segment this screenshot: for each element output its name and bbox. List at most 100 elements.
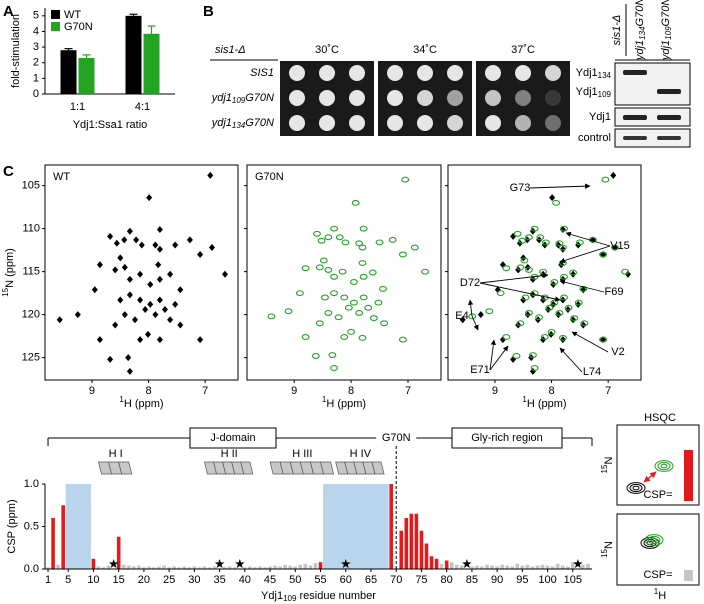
peak — [133, 236, 140, 244]
peak — [172, 241, 179, 249]
strain-label: sis1-Δ — [215, 44, 246, 56]
csp-bar — [172, 566, 176, 569]
csp-bar — [182, 566, 187, 569]
peak — [410, 244, 419, 251]
temperature-label: 34˚C — [413, 44, 437, 56]
csp-bar — [581, 564, 585, 569]
csp-bar — [298, 564, 303, 569]
helix-label: H IV — [350, 448, 372, 460]
peak — [313, 230, 321, 237]
peak — [368, 269, 377, 276]
inset-y-label-part: 15 — [600, 548, 609, 557]
peak — [379, 285, 387, 292]
peak — [340, 334, 349, 340]
band-label: Ydj1134 — [576, 67, 612, 80]
peak-annotation: V2 — [611, 346, 624, 358]
peak — [570, 316, 577, 324]
y-tick-label: 0 — [33, 88, 39, 100]
x-axis-label: Ydj1109 residue number — [261, 590, 376, 603]
peak — [545, 304, 554, 311]
y-axis-label: fold-stimulation — [10, 14, 22, 88]
legend-swatch — [51, 10, 60, 19]
yeast-spot — [349, 65, 365, 81]
peak — [142, 305, 149, 313]
csp-bar — [404, 518, 409, 569]
peak — [315, 320, 324, 327]
temperature-label: 37˚C — [511, 44, 535, 56]
csp-bar — [152, 567, 156, 569]
band-label: control — [578, 132, 611, 144]
peak — [137, 296, 144, 304]
annotation-arrow — [529, 183, 591, 189]
csp-bar — [51, 518, 55, 569]
peak — [560, 225, 568, 232]
x-tick-label: 7 — [605, 385, 611, 397]
annotation-arrow — [489, 339, 497, 371]
yeast-spot — [515, 115, 531, 131]
csp-bar — [449, 562, 454, 569]
peak — [172, 300, 179, 308]
x-tick-label: 20 — [138, 574, 150, 586]
peak — [350, 279, 358, 285]
peak — [146, 194, 153, 202]
peak — [315, 264, 324, 271]
band-label-part: 109 — [598, 90, 612, 99]
contour — [644, 534, 664, 546]
csp-bar — [545, 565, 550, 569]
peak — [152, 311, 159, 319]
peak — [267, 313, 276, 320]
csp-bar — [480, 566, 484, 569]
csp-bar — [303, 563, 308, 569]
peak — [177, 286, 184, 294]
peak — [502, 334, 511, 340]
strain-row-label-part: 134 — [232, 121, 246, 130]
helix-label: H III — [292, 448, 312, 460]
csp-bar — [293, 566, 298, 569]
band — [657, 115, 681, 120]
csp-bar — [56, 564, 60, 569]
panel-label: C — [3, 163, 14, 180]
strain-row-label: SIS1 — [250, 67, 274, 79]
peak — [569, 269, 578, 276]
peak-annotation: E4 — [455, 310, 468, 322]
x-tick-label: 70 — [390, 574, 402, 586]
csp-indicator — [684, 450, 693, 501]
yeast-spot — [289, 65, 305, 81]
strain-row-label: ydj1134G70N — [211, 117, 274, 130]
peak — [96, 261, 103, 269]
peak — [375, 239, 384, 246]
peak — [550, 299, 559, 306]
contour — [657, 461, 671, 471]
peak — [344, 304, 353, 311]
csp-bar — [96, 566, 101, 569]
peak — [555, 311, 562, 319]
yeast-spot — [515, 90, 531, 106]
unassigned-star — [235, 559, 245, 568]
yeast-spot — [485, 115, 501, 131]
csp-bar — [137, 565, 141, 569]
peak — [359, 294, 368, 301]
peak — [138, 241, 145, 249]
peak — [117, 254, 124, 262]
contour — [650, 537, 658, 543]
peak — [126, 275, 133, 283]
inset-y-label-part: N — [603, 541, 615, 549]
peak — [167, 270, 174, 278]
peak — [521, 294, 530, 301]
peak — [570, 270, 577, 278]
bar — [60, 50, 77, 94]
annotation-arrow — [467, 299, 474, 317]
blot — [614, 107, 691, 127]
x-tick-label: 9 — [291, 385, 297, 397]
peak — [355, 240, 364, 247]
x-tick-label: 90 — [491, 574, 503, 586]
peak — [610, 171, 617, 179]
peak — [516, 264, 525, 271]
peak — [328, 352, 337, 359]
csp-bar — [490, 565, 494, 569]
peak — [555, 309, 564, 316]
peak — [156, 226, 163, 233]
csp-bar — [248, 566, 252, 569]
csp-bar — [187, 567, 192, 569]
bar — [143, 33, 160, 94]
